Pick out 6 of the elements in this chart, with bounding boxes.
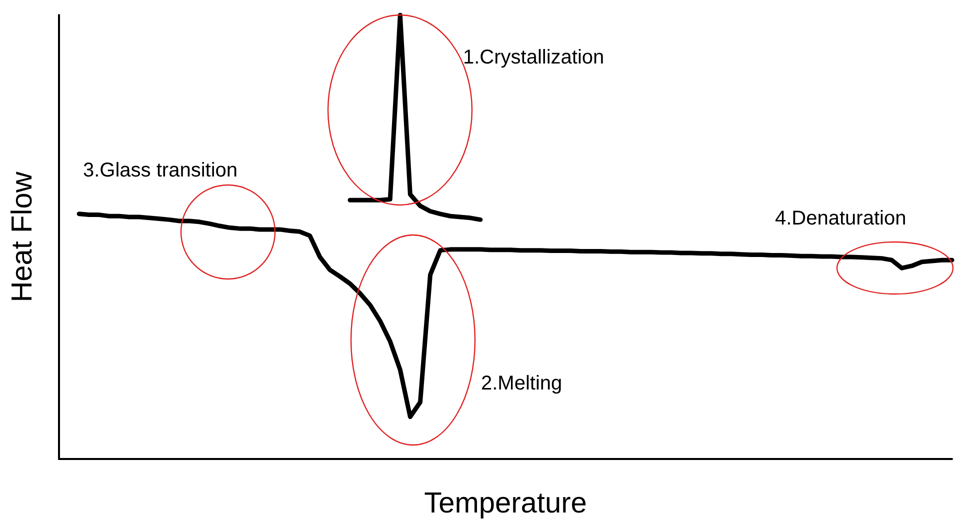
y-axis-title: Heat Flow [6,170,38,302]
annotation: 1.Crystallization [463,46,604,68]
annotation: 3.Glass transition [83,159,238,182]
annotation: 2.Melting [481,372,562,394]
annotation: 4.Denaturation [775,207,906,230]
x-axis-title: Temperature [424,488,587,520]
